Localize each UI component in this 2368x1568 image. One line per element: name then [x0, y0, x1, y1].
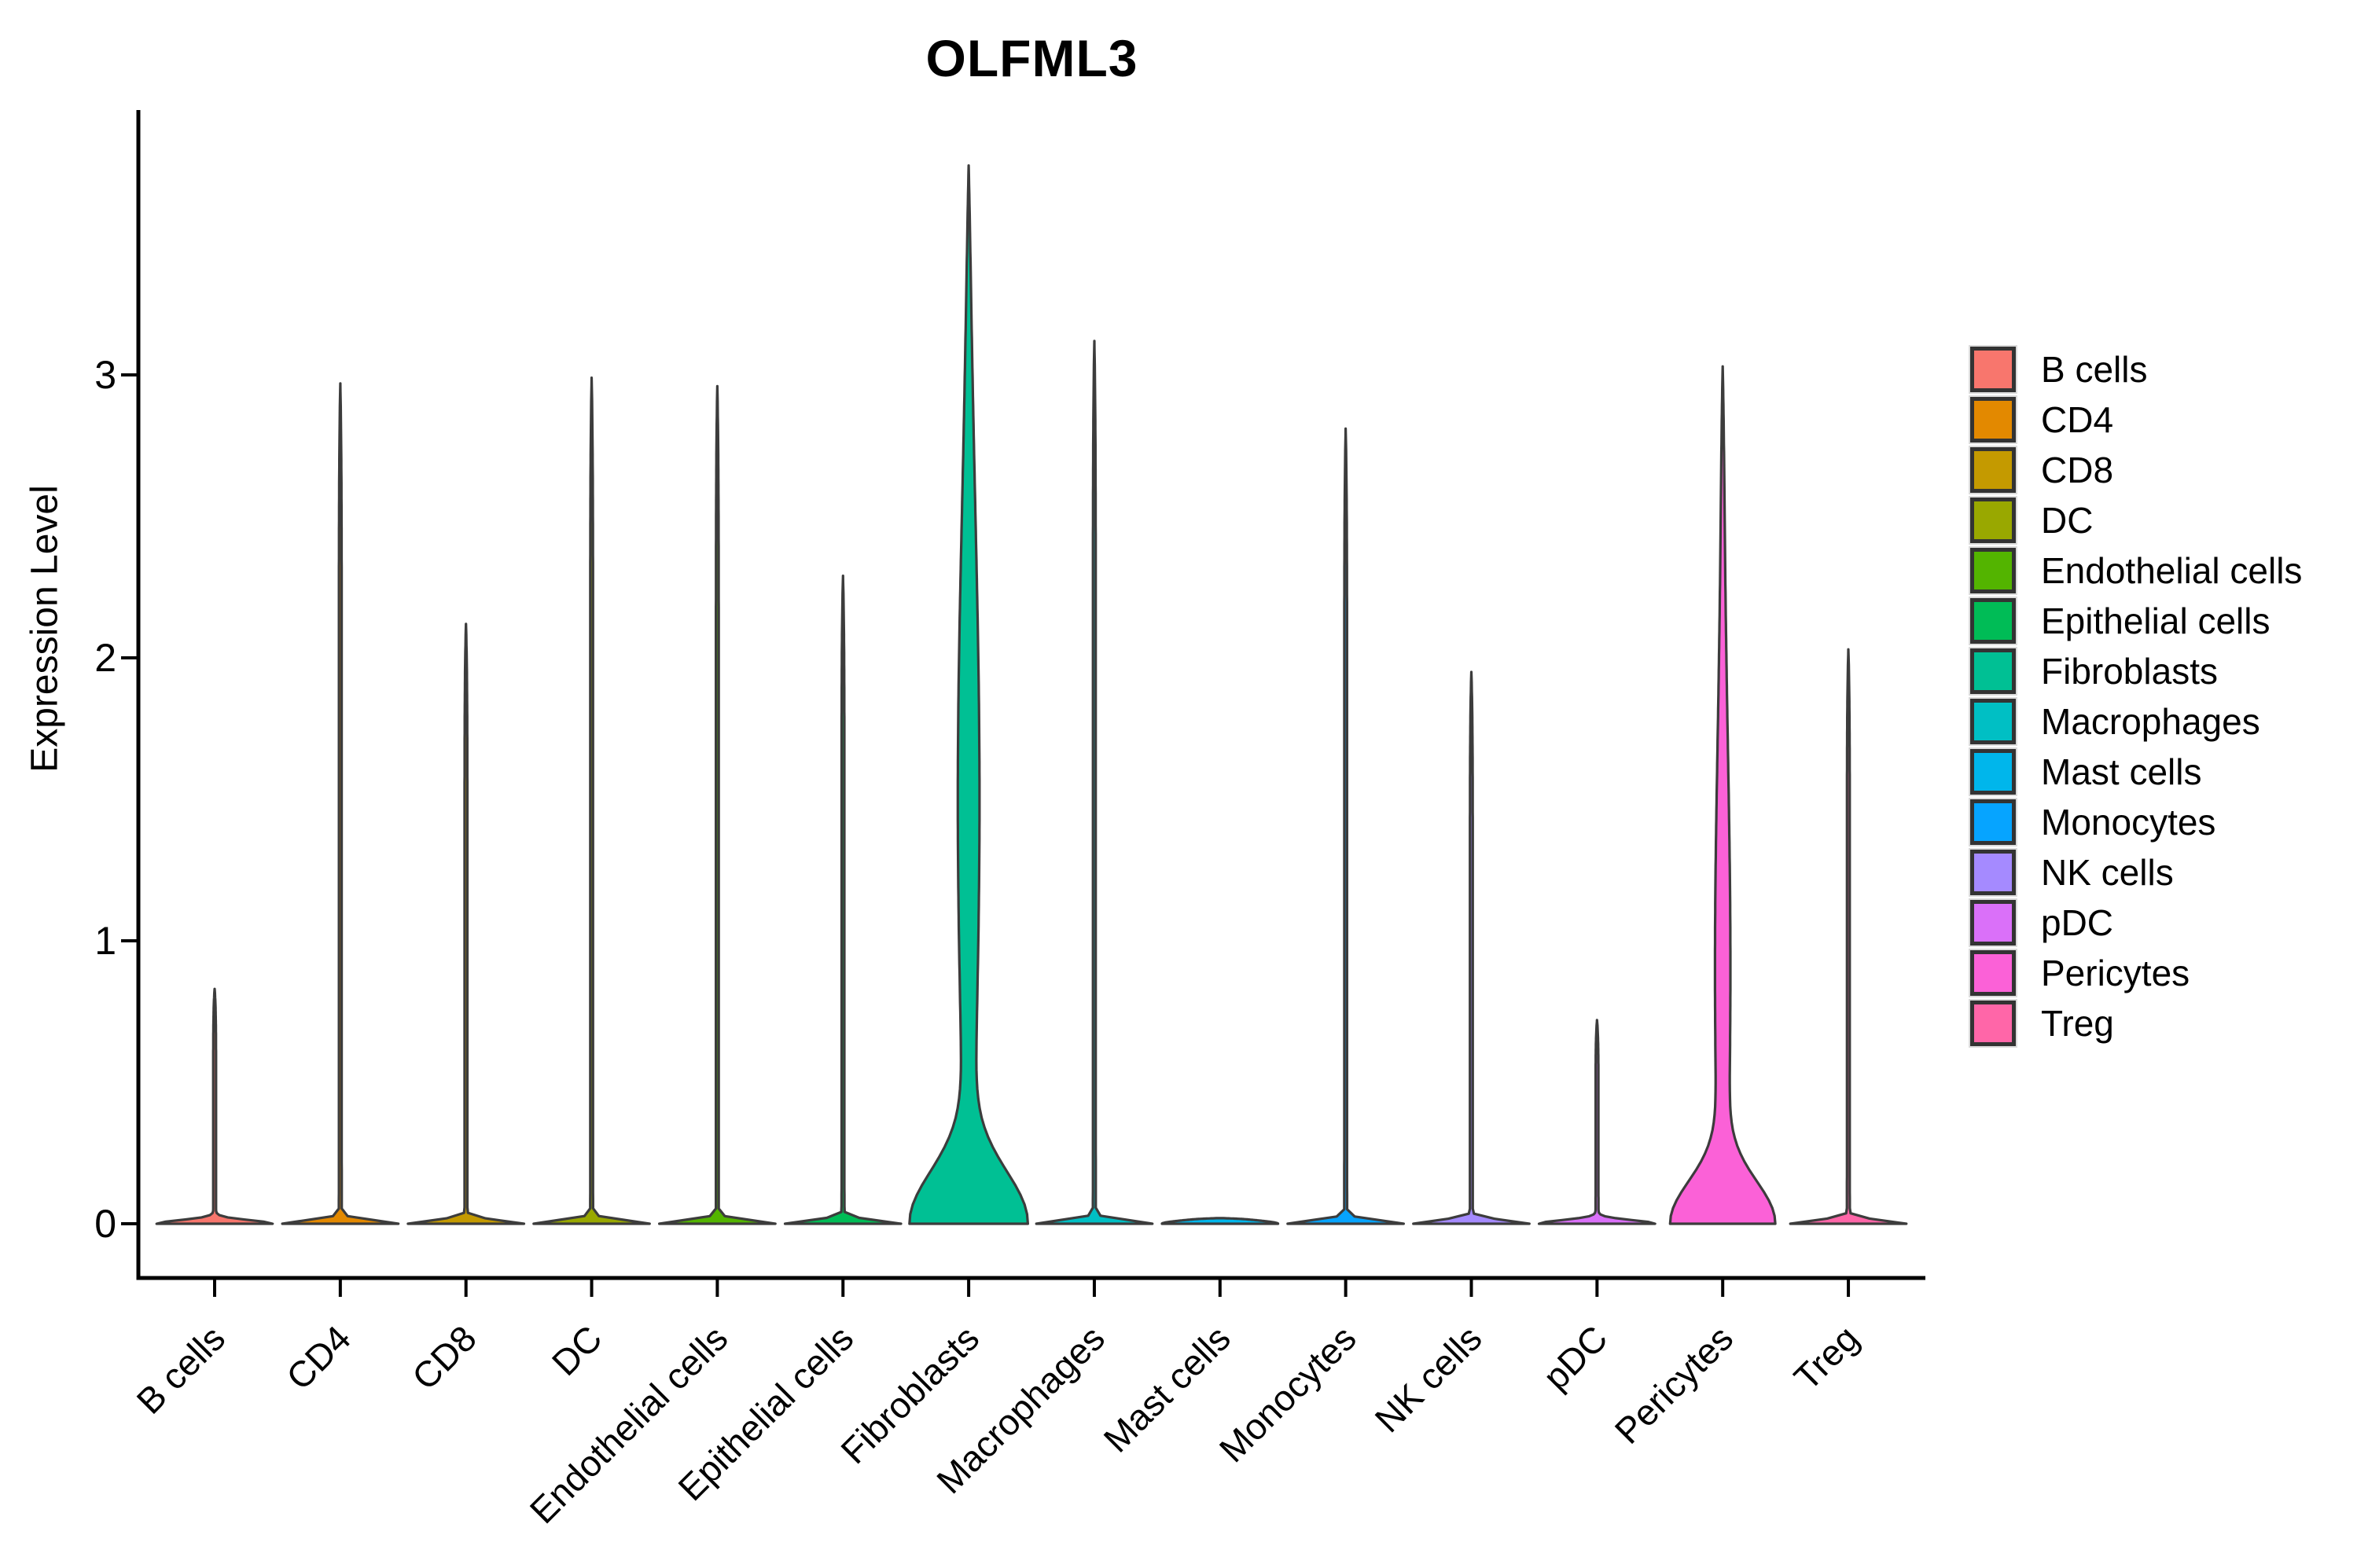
legend-item-pdc: pDC — [1969, 898, 2302, 947]
legend-swatch-icon — [1969, 999, 2017, 1048]
legend-label: Endothelial cells — [2041, 550, 2303, 591]
legend-item-epithelial-cells: Epithelial cells — [1969, 597, 2302, 645]
legend-swatch-icon — [1969, 345, 2017, 394]
legend-item-nk-cells: NK cells — [1969, 848, 2302, 897]
legend-item-cd4: CD4 — [1969, 395, 2302, 444]
x-tick-label: Monocytes — [1212, 1317, 1364, 1470]
legend-swatch-icon — [1969, 898, 2017, 947]
legend-item-fibroblasts: Fibroblasts — [1969, 647, 2302, 696]
legend-item-macrophages: Macrophages — [1969, 697, 2302, 746]
x-tick-label: NK cells — [1366, 1317, 1489, 1440]
legend-swatch-icon — [1969, 697, 2017, 746]
violin-endothelial-cells — [658, 384, 777, 1225]
legend-label: Mast cells — [2041, 751, 2202, 792]
y-tick-label: 1 — [94, 919, 116, 963]
x-tick-label: pDC — [1535, 1317, 1616, 1397]
violin-macrophages — [1035, 340, 1154, 1225]
legend: B cells CD4 CD8 DC Endothelial cells Epitheli… — [1969, 345, 2303, 1051]
x-tick-label: DC — [544, 1317, 610, 1383]
legend-label: Pericytes — [2041, 953, 2190, 993]
legend-swatch-icon — [1969, 747, 2017, 796]
violin-pericytes — [1668, 365, 1777, 1225]
legend-label: pDC — [2041, 902, 2114, 943]
legend-item-dc: DC — [1969, 496, 2302, 545]
violin-epithelial-cells — [783, 575, 903, 1225]
legend-label: Monocytes — [2041, 802, 2216, 843]
x-tick-label: CD8 — [404, 1317, 484, 1397]
legend-label: Epithelial cells — [2041, 600, 2271, 641]
violin-cd4 — [281, 382, 400, 1225]
violin-monocytes — [1286, 427, 1405, 1225]
legend-label: Fibroblasts — [2041, 651, 2218, 692]
legend-item-cd8: CD8 — [1969, 446, 2302, 494]
violin-mast-cells — [1160, 1217, 1280, 1225]
x-tick-label: Pericytes — [1607, 1317, 1741, 1452]
x-tick-label: B cells — [128, 1317, 233, 1422]
legend-swatch-icon — [1969, 848, 2017, 897]
legend-item-endothelial-cells: Endothelial cells — [1969, 546, 2303, 595]
legend-item-pericytes: Pericytes — [1969, 949, 2302, 997]
violin-dc — [532, 376, 651, 1225]
legend-label: CD4 — [2041, 399, 2114, 440]
x-tick-label: Treg — [1786, 1317, 1866, 1397]
violin-treg — [1789, 648, 1908, 1225]
legend-label: Treg — [2041, 1003, 2114, 1044]
legend-swatch-icon — [1969, 546, 2017, 595]
violin-b-cells — [155, 987, 274, 1225]
legend-item-mast-cells: Mast cells — [1969, 747, 2302, 796]
legend-label: DC — [2041, 500, 2094, 541]
legend-label: NK cells — [2041, 852, 2174, 893]
legend-swatch-icon — [1969, 949, 2017, 997]
y-tick-label: 2 — [94, 636, 116, 680]
violin-cd8 — [406, 622, 526, 1225]
legend-swatch-icon — [1969, 798, 2017, 846]
plot-title: OLFML3 — [925, 29, 1138, 87]
legend-swatch-icon — [1969, 496, 2017, 545]
legend-swatch-icon — [1969, 647, 2017, 696]
x-tick-label: CD4 — [278, 1317, 359, 1397]
legend-item-b-cells: B cells — [1969, 345, 2302, 394]
violin-nk-cells — [1412, 670, 1531, 1225]
legend-swatch-icon — [1969, 446, 2017, 494]
legend-label: Macrophages — [2041, 701, 2260, 742]
y-tick-label: 0 — [94, 1202, 116, 1246]
legend-swatch-icon — [1969, 597, 2017, 645]
legend-item-monocytes: Monocytes — [1969, 798, 2302, 846]
legend-swatch-icon — [1969, 395, 2017, 444]
legend-label: CD8 — [2041, 450, 2114, 490]
violin-pdc — [1537, 1019, 1656, 1225]
legend-item-treg: Treg — [1969, 999, 2302, 1048]
violin-fibroblasts — [908, 164, 1029, 1225]
y-tick-label: 3 — [94, 353, 116, 397]
legend-label: B cells — [2041, 349, 2148, 390]
